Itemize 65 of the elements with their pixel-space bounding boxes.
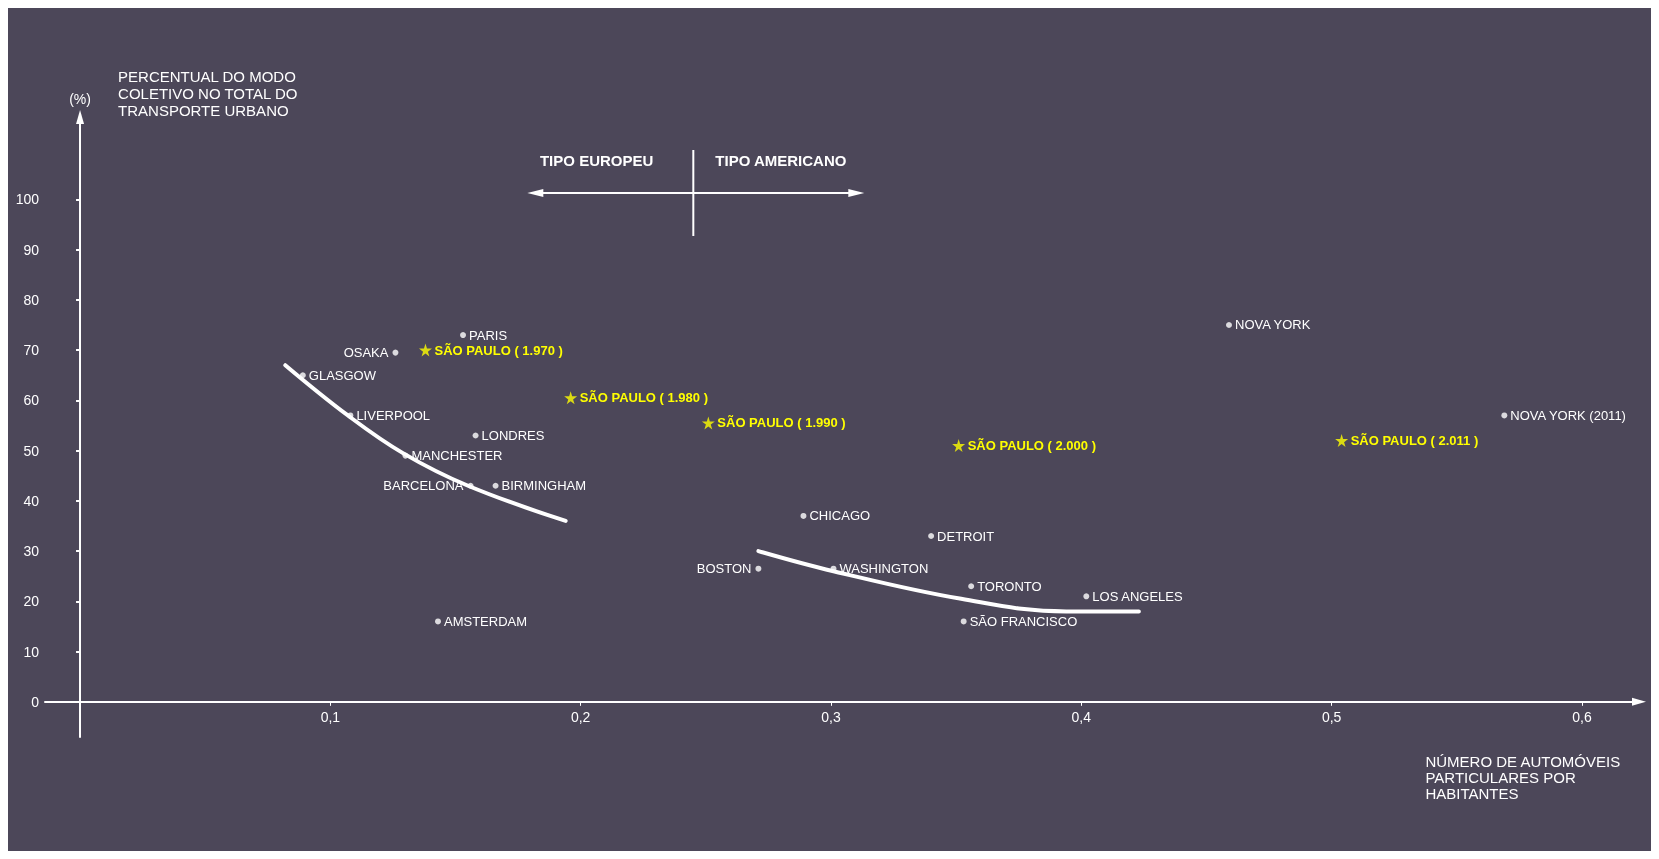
annotation: OSAKA (343, 345, 389, 361)
annotation: PARIS (469, 327, 508, 343)
x-tick-label: 0,2 (570, 708, 591, 725)
point (952, 439, 966, 453)
point (402, 452, 409, 459)
annotation: BOSTON (696, 561, 752, 577)
y-tick-label: 20 (23, 593, 40, 610)
annotation: CHICAGO (809, 508, 871, 524)
y-tick-label: 0 (31, 693, 40, 710)
point (1335, 434, 1349, 448)
annotation: SÃO PAULO ( 1.970 ) (434, 342, 563, 358)
y-tick-label: 10 (23, 643, 40, 660)
y-axis-title: PERCENTUAL DO MODO COLETIVO NO TOTAL DO TRANSPORTE URBANO (118, 68, 298, 119)
annotation: LONDRES (481, 428, 545, 444)
y-tick-label: 80 (23, 291, 40, 308)
y-tick-label: 100 (15, 191, 40, 208)
annotation: SÃO PAULO ( 1.980 ) (579, 390, 709, 406)
x-tick-label: 0,6 (1572, 708, 1592, 725)
point (435, 618, 441, 625)
y-tick-label: 90 (23, 241, 40, 258)
annotation: TIPO AMERICANO (715, 151, 847, 169)
point (392, 349, 399, 356)
y-tick-label: 50 (23, 442, 40, 459)
point (467, 482, 474, 489)
annotation: NOVA YORK (1234, 317, 1311, 333)
annotation: SÃO PAULO ( 2.000 ) (967, 438, 1096, 454)
point (299, 372, 306, 379)
annotation: SÃO PAULO ( 1.990 ) (717, 415, 846, 431)
annotation: SÃO PAULO ( 2.011 ) (1350, 433, 1479, 449)
point (460, 332, 467, 339)
annotation: DETROIT (937, 528, 995, 544)
y-tick-label: 70 (23, 342, 40, 359)
y-tick-label: 40 (23, 492, 40, 509)
annotation: GLASGOW (308, 367, 377, 383)
point (564, 391, 578, 405)
point (492, 482, 499, 489)
x-tick-label: 0,4 (1071, 708, 1092, 725)
point (800, 512, 807, 519)
point (960, 618, 967, 625)
annotation: TORONTO (977, 578, 1042, 594)
annotation: WASHINGTON (839, 561, 929, 577)
y-tick-label: 60 (23, 392, 40, 409)
annotation: BIRMINGHAM (501, 478, 587, 494)
annotation: NOVA YORK (2011) (1510, 407, 1626, 423)
annotation: SÃO FRANCISCO (969, 613, 1078, 629)
point (1226, 321, 1232, 328)
x-tick-label: 0,1 (320, 708, 341, 725)
point (418, 343, 432, 357)
annotation: TIPO EUROPEU (539, 151, 654, 169)
point (1083, 593, 1090, 600)
annotation: LOS ANGELES (1092, 588, 1183, 604)
point (472, 432, 479, 439)
point (755, 565, 762, 572)
y-tick-label: 30 (23, 543, 40, 560)
point (701, 416, 715, 430)
point (928, 533, 935, 540)
x-tick-label: 0,5 (1321, 708, 1342, 725)
x-tick-label: 0,3 (821, 708, 841, 725)
annotation: LIVERPOOL (356, 407, 431, 423)
text: (%) (69, 91, 91, 107)
x-axis-title: NÚMERO DE AUTOMÓVEIS PARTICULARES POR HABITANTES (1425, 753, 1621, 803)
point (968, 583, 975, 590)
point (1501, 412, 1508, 419)
annotation: MANCHESTER (411, 448, 503, 464)
annotation: AMSTERDAM (444, 613, 528, 629)
